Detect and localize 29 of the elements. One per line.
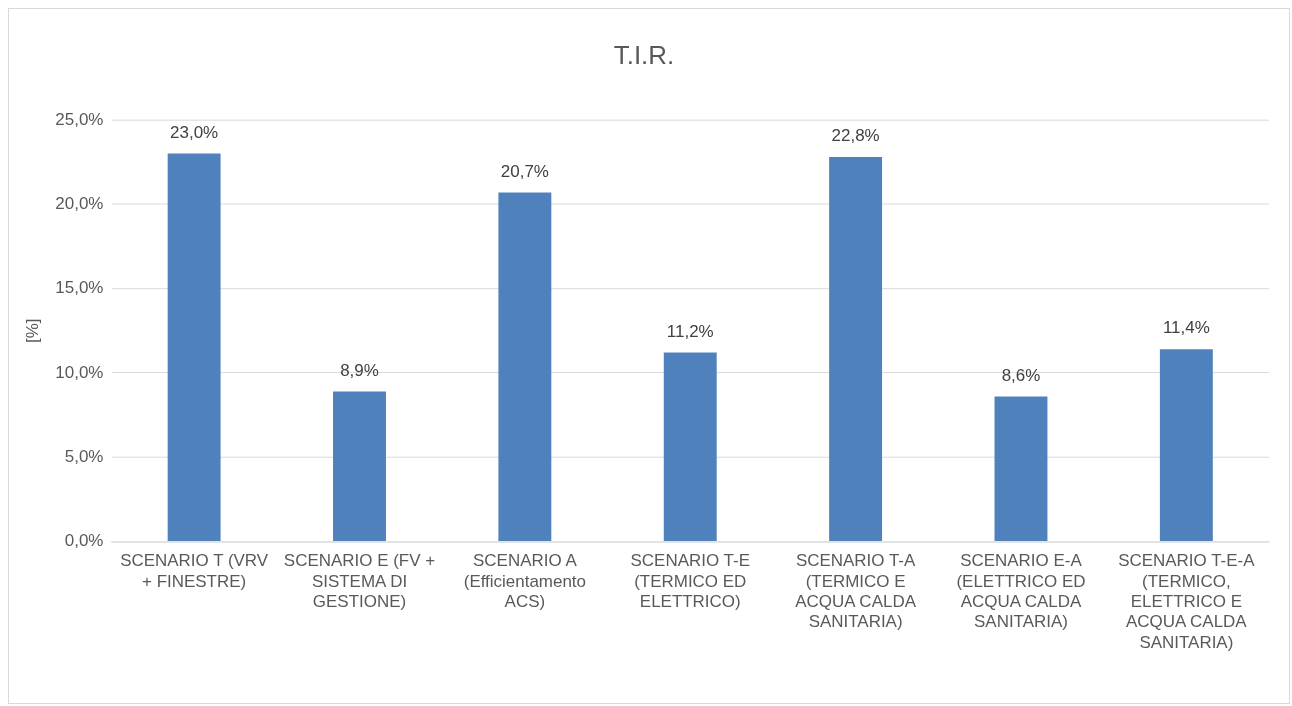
y-tick-label: 0,0% bbox=[64, 531, 104, 551]
y-tick-label: 5,0% bbox=[64, 446, 104, 466]
data-label: 11,2% bbox=[666, 321, 714, 341]
x-tick-label: SCENARIO T-E (TERMICO ED ELETTRICO) bbox=[630, 551, 750, 611]
x-tick-label: SCENARIO T-E-A (TERMICO, ELETTRICO E ACQUA CALDA SANITARIA) bbox=[1118, 551, 1256, 652]
y-tick-label: 10,0% bbox=[55, 362, 104, 382]
bar bbox=[829, 156, 883, 541]
chart-title: T.I.R. bbox=[613, 40, 675, 69]
bar bbox=[663, 352, 717, 541]
bar bbox=[1159, 349, 1213, 541]
x-tick-label: SCENARIO E-A (ELETTRICO ED ACQUA CALDA SANITARIA) bbox=[956, 551, 1086, 632]
data-label: 20,7% bbox=[500, 161, 549, 181]
data-label: 8,9% bbox=[340, 360, 379, 380]
x-tick-label: SCENARIO T (VRV + FINESTRE) bbox=[120, 551, 269, 591]
y-tick-label: 20,0% bbox=[55, 193, 104, 213]
x-tick-label: SCENARIO A (Efficientamento ACS) bbox=[463, 551, 587, 611]
data-label: 11,4% bbox=[1162, 318, 1210, 338]
x-tick-label: SCENARIO E (FV + SISTEMA DI GESTIONE) bbox=[283, 551, 436, 611]
bar bbox=[333, 391, 386, 541]
y-tick-label: 15,0% bbox=[55, 278, 104, 298]
y-tick-label: 25,0% bbox=[55, 109, 104, 129]
data-label: 8,6% bbox=[1001, 365, 1041, 385]
y-axis-title: [%] bbox=[22, 318, 42, 343]
bar bbox=[994, 396, 1048, 541]
x-tick-label: SCENARIO T-A (TERMICO E ACQUA CALDA SANITARIA) bbox=[795, 551, 917, 632]
bar bbox=[498, 192, 552, 541]
bar bbox=[167, 153, 221, 541]
data-label: 22,8% bbox=[831, 126, 880, 146]
data-label: 23,0% bbox=[170, 122, 219, 142]
